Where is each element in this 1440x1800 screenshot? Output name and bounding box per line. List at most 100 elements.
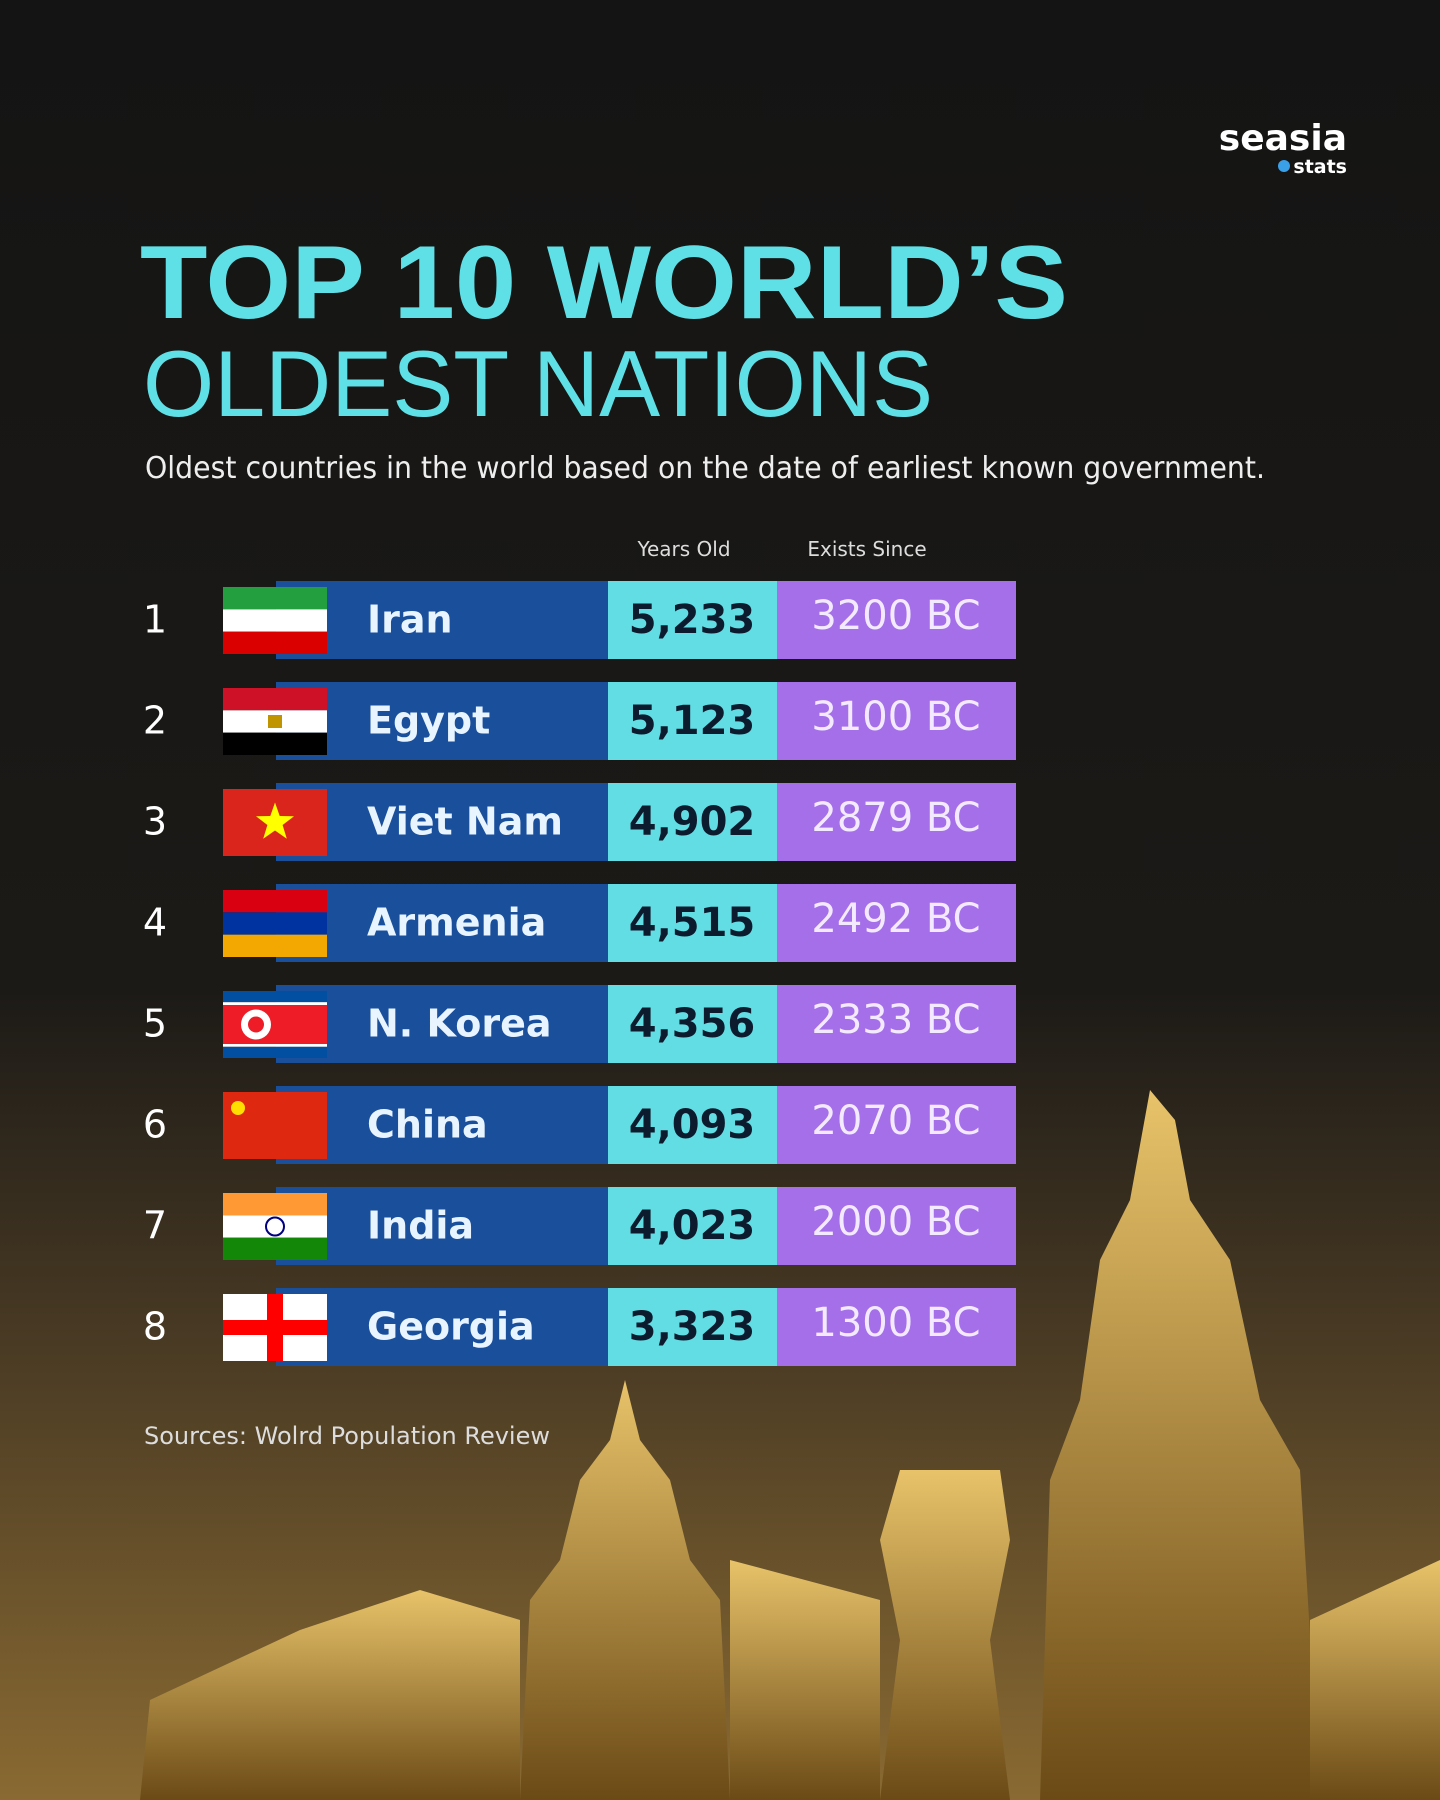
exists-since: 3200 BC bbox=[811, 593, 980, 639]
since-cell bbox=[777, 783, 1016, 861]
flag-cross bbox=[223, 1320, 327, 1335]
exists-since: 2879 BC bbox=[811, 795, 980, 841]
flag-emblem bbox=[268, 715, 282, 728]
flag-star bbox=[248, 1016, 264, 1033]
flag-stripe bbox=[223, 732, 327, 755]
rank: 6 bbox=[143, 1103, 167, 1147]
rank: 8 bbox=[143, 1305, 167, 1349]
country-name: N. Korea bbox=[367, 1002, 552, 1046]
flag-stripe bbox=[223, 890, 327, 913]
country-cell bbox=[276, 985, 608, 1063]
exists-since: 2070 BC bbox=[811, 1098, 980, 1144]
exists-since: 2492 BC bbox=[811, 896, 980, 942]
column-header: Exists Since bbox=[807, 537, 926, 561]
rank: 7 bbox=[143, 1204, 167, 1248]
flag-stripe bbox=[223, 1046, 327, 1058]
years-old: 5,123 bbox=[629, 698, 756, 744]
since-cell bbox=[777, 581, 1016, 659]
flag-stripe bbox=[223, 1237, 327, 1260]
title-line-1: TOP 10 WORLD’S bbox=[140, 225, 1068, 341]
country-cell bbox=[276, 1086, 608, 1164]
rank: 4 bbox=[143, 901, 167, 945]
country-name: Viet Nam bbox=[367, 800, 563, 844]
flag-stripe bbox=[223, 587, 327, 610]
years-cell bbox=[608, 682, 777, 760]
years-cell bbox=[608, 783, 777, 861]
years-old: 4,902 bbox=[629, 799, 756, 845]
rank: 1 bbox=[143, 598, 167, 642]
subtitle: Oldest countries in the world based on t… bbox=[145, 451, 1265, 486]
rank: 2 bbox=[143, 699, 167, 743]
country-cell bbox=[276, 884, 608, 962]
flag-star bbox=[256, 802, 294, 839]
country-cell bbox=[276, 1288, 608, 1366]
years-cell bbox=[608, 1288, 777, 1366]
table-row: 1 Iran 5,233 3200 BC bbox=[143, 581, 1016, 659]
flag-stripe bbox=[223, 1215, 327, 1238]
country-name: Iran bbox=[367, 598, 453, 642]
country-cell bbox=[276, 682, 608, 760]
column-header: Years Old bbox=[636, 537, 730, 561]
years-cell bbox=[608, 1086, 777, 1164]
table-row: 7 India 4,023 2000 BC bbox=[143, 1187, 1016, 1265]
flag bbox=[223, 1193, 327, 1260]
exists-since: 2333 BC bbox=[811, 997, 980, 1043]
flag-stripe bbox=[223, 688, 327, 711]
country-name: China bbox=[367, 1103, 488, 1147]
brand-name: seasia bbox=[1219, 118, 1347, 159]
years-old: 4,356 bbox=[629, 1001, 756, 1047]
years-old: 5,233 bbox=[629, 597, 756, 643]
years-cell bbox=[608, 1187, 777, 1265]
flag-star bbox=[231, 1101, 245, 1115]
years-cell bbox=[608, 884, 777, 962]
flag-stripe bbox=[223, 1193, 327, 1216]
flag-stripe bbox=[223, 609, 327, 632]
since-cell bbox=[777, 985, 1016, 1063]
flag bbox=[223, 991, 327, 1058]
years-old: 4,515 bbox=[629, 900, 756, 946]
brand-sub: stats bbox=[1293, 156, 1347, 178]
since-cell bbox=[777, 1187, 1016, 1265]
title-line-2: OLDEST NATIONS bbox=[143, 331, 933, 436]
flag-wheel bbox=[265, 1216, 285, 1237]
years-cell bbox=[608, 581, 777, 659]
country-name: India bbox=[367, 1204, 474, 1248]
years-old: 3,323 bbox=[629, 1304, 756, 1350]
table-row: 5 N. Korea 4,356 2333 BC bbox=[143, 985, 1016, 1063]
country-cell bbox=[276, 783, 608, 861]
since-cell bbox=[777, 682, 1016, 760]
table: 1 Iran 5,233 3200 BC 2 Egypt 5,123 3100 BC 3 Viet… bbox=[143, 581, 1016, 1366]
flag bbox=[223, 789, 327, 856]
rank: 3 bbox=[143, 800, 167, 844]
country-name: Egypt bbox=[367, 699, 490, 743]
years-cell bbox=[608, 985, 777, 1063]
rank: 5 bbox=[143, 1002, 167, 1046]
country-cell bbox=[276, 581, 608, 659]
exists-since: 1300 BC bbox=[811, 1300, 980, 1346]
table-row: 2 Egypt 5,123 3100 BC bbox=[143, 682, 1016, 760]
since-cell bbox=[777, 1288, 1016, 1366]
since-cell bbox=[777, 1086, 1016, 1164]
exists-since: 2000 BC bbox=[811, 1199, 980, 1245]
table-row: 6 China 4,093 2070 BC bbox=[143, 1086, 1016, 1164]
years-old: 4,023 bbox=[629, 1203, 756, 1249]
flag-stripe bbox=[223, 912, 327, 935]
country-name: Armenia bbox=[367, 901, 546, 945]
table-row: 4 Armenia 4,515 2492 BC bbox=[143, 884, 1016, 962]
table-row: 8 Georgia 3,323 1300 BC bbox=[143, 1288, 1016, 1366]
brand-dot bbox=[1278, 160, 1290, 172]
flag-stripe bbox=[223, 934, 327, 957]
flag bbox=[223, 890, 327, 957]
flag bbox=[223, 587, 327, 654]
temple-illustration bbox=[140, 1090, 1440, 1800]
exists-since: 3100 BC bbox=[811, 694, 980, 740]
flag-stripe bbox=[223, 991, 327, 1003]
flag bbox=[223, 688, 327, 755]
flag bbox=[223, 1294, 327, 1361]
flag-stripe bbox=[223, 631, 327, 654]
table-row: 3 Viet Nam 4,902 2879 BC bbox=[143, 783, 1016, 861]
country-name: Georgia bbox=[367, 1305, 535, 1349]
years-old: 4,093 bbox=[629, 1102, 756, 1148]
flag bbox=[223, 1092, 327, 1159]
